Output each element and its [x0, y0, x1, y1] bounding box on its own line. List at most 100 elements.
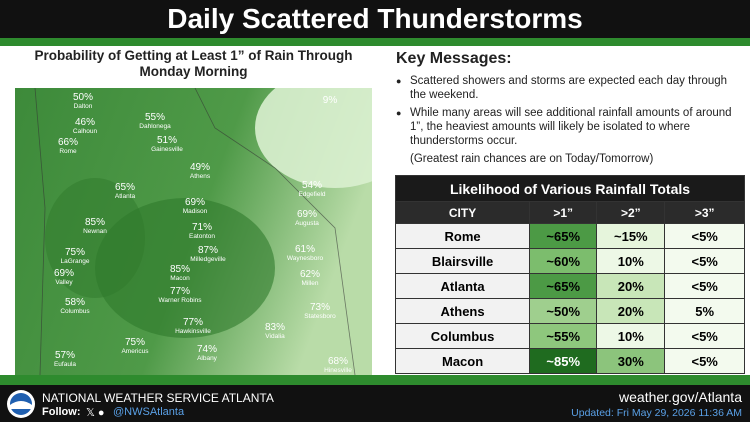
map-place: Augusta	[295, 220, 319, 227]
column-header: >3”	[664, 201, 745, 224]
map: 50%Dalton 46%Calhoun 55%Dahlonega 66%Rome 51…	[15, 88, 372, 375]
map-place: Dalton	[74, 103, 93, 110]
stripe	[0, 38, 750, 46]
table-cell: ~60%	[529, 248, 598, 274]
map-place: Hinesville	[324, 367, 352, 374]
map-value: 69%	[297, 209, 317, 220]
map-value: 69%	[185, 197, 205, 208]
map-place: Calhoun	[73, 128, 98, 135]
handle[interactable]: @NWSAtlanta	[113, 406, 185, 418]
column-header: CITY	[394, 201, 531, 224]
key-messages-title: Key Messages:	[396, 50, 512, 67]
map-value: 73%	[310, 302, 330, 313]
map-value: 77%	[183, 317, 203, 328]
map-value: 61%	[295, 244, 315, 255]
map-place: Warner Robins	[158, 297, 202, 304]
map-value: 57%	[55, 350, 75, 361]
table-cell: Macon	[394, 348, 531, 374]
map-place: Statesboro	[304, 313, 336, 320]
map-place: LaGrange	[61, 258, 90, 265]
table-cell: Atlanta	[394, 273, 531, 299]
map-place: Eatonton	[189, 233, 215, 240]
table-row: Blairsville ~60% 10% <5%	[394, 248, 745, 274]
map-value: 75%	[125, 337, 145, 348]
map-value: 58%	[65, 297, 85, 308]
table-title: Likelihood of Various Rainfall Totals	[395, 175, 745, 202]
map-place: Athens	[190, 173, 211, 180]
map-place: Macon	[170, 275, 190, 282]
map-place: Rome	[59, 148, 77, 155]
map-place: Waynesboro	[287, 255, 324, 262]
social-icons: 𝕏 ●	[86, 407, 105, 419]
map-value: 62%	[300, 269, 320, 280]
header-row: CITY >1” >2” >3”	[394, 201, 745, 224]
title-row: Likelihood of Various Rainfall Totals	[395, 175, 745, 202]
table-cell: ~55%	[529, 323, 598, 349]
column-header: >1”	[529, 201, 598, 224]
map-value: 85%	[170, 264, 190, 275]
table-row: Macon ~85% 30% <5%	[394, 348, 745, 374]
table-cell: 30%	[596, 348, 666, 374]
table-cell: 20%	[596, 298, 666, 324]
table-cell: ~85%	[529, 348, 598, 374]
office: NATIONAL WEATHER SERVICE ATLANTA	[42, 391, 274, 405]
table-cell: ~15%	[596, 223, 666, 249]
table-cell: <5%	[664, 348, 745, 374]
table-cell: 10%	[596, 248, 666, 274]
map-value: 46%	[75, 117, 95, 128]
table-cell: <5%	[664, 273, 745, 299]
map-place: Gainesville	[151, 146, 183, 153]
map-place: Vidalia	[265, 333, 285, 340]
nws-logo	[7, 390, 35, 418]
map-value: 75%	[65, 247, 85, 258]
map-value: 66%	[58, 137, 78, 148]
map-value: 49%	[190, 162, 210, 173]
map-place: Albany	[197, 355, 218, 362]
map-place: Hawkinsville	[175, 328, 211, 335]
map-value: 71%	[192, 222, 212, 233]
table-row: Rome ~65% ~15% <5%	[394, 223, 745, 249]
bullet-item: ● Scattered showers and storms are expect…	[396, 74, 746, 102]
follow: Follow:	[42, 406, 81, 418]
key-messages: Key Messages: ● Scattered showers and sto…	[396, 50, 746, 166]
title: Daily Scattered Thunderstorms	[0, 0, 750, 38]
map-place: Valley	[55, 279, 73, 286]
table-cell: 20%	[596, 273, 666, 299]
table-row: Athens ~50% 20% 5%	[394, 298, 745, 324]
map-value: 74%	[197, 344, 217, 355]
table-cell: Athens	[394, 298, 531, 324]
stripe	[0, 375, 750, 385]
table-row: Atlanta ~65% 20% <5%	[394, 273, 745, 299]
table-cell: ~50%	[529, 298, 598, 324]
map-value: 54%	[302, 180, 322, 191]
column-header: >2”	[596, 201, 666, 224]
map-value: 77%	[170, 286, 190, 297]
map-title: Probability of Getting at Least 1” of Ra…	[34, 48, 353, 79]
map-place: Edgefield	[298, 191, 325, 198]
map-value: 87%	[198, 245, 218, 256]
table: Likelihood of Various Rainfall Totals CIT…	[394, 175, 745, 374]
table-cell: ~65%	[529, 273, 598, 299]
map-value: 68%	[328, 356, 348, 367]
map-place: Dahlonega	[139, 123, 171, 130]
table-row: Columbus ~55% 10% <5%	[394, 323, 745, 349]
map-place: Americus	[121, 348, 149, 355]
map-value: 51%	[157, 135, 177, 146]
table-cell: <5%	[664, 323, 745, 349]
map-value: 65%	[115, 182, 135, 193]
bullet-item: ● While many areas will see additional ra…	[396, 106, 746, 148]
footer: NATIONAL WEATHER SERVICE ATLANTA Follow:…	[0, 385, 750, 422]
table-cell: 5%	[664, 298, 745, 324]
map-place: Millen	[302, 280, 319, 287]
table-cell: <5%	[664, 248, 745, 274]
map-value: 50%	[73, 92, 93, 103]
bullet-text: Scattered showers and storms are expecte…	[410, 75, 728, 101]
updated: Updated: Fri May 29, 2026 11:36 AM	[571, 407, 742, 419]
url[interactable]: weather.gov/Atlanta	[619, 389, 742, 405]
map-value: 83%	[265, 322, 285, 333]
map-value: 55%	[145, 112, 165, 123]
table-cell: Rome	[394, 223, 531, 249]
map-place: Eufaula	[54, 361, 76, 368]
table-cell: 10%	[596, 323, 666, 349]
